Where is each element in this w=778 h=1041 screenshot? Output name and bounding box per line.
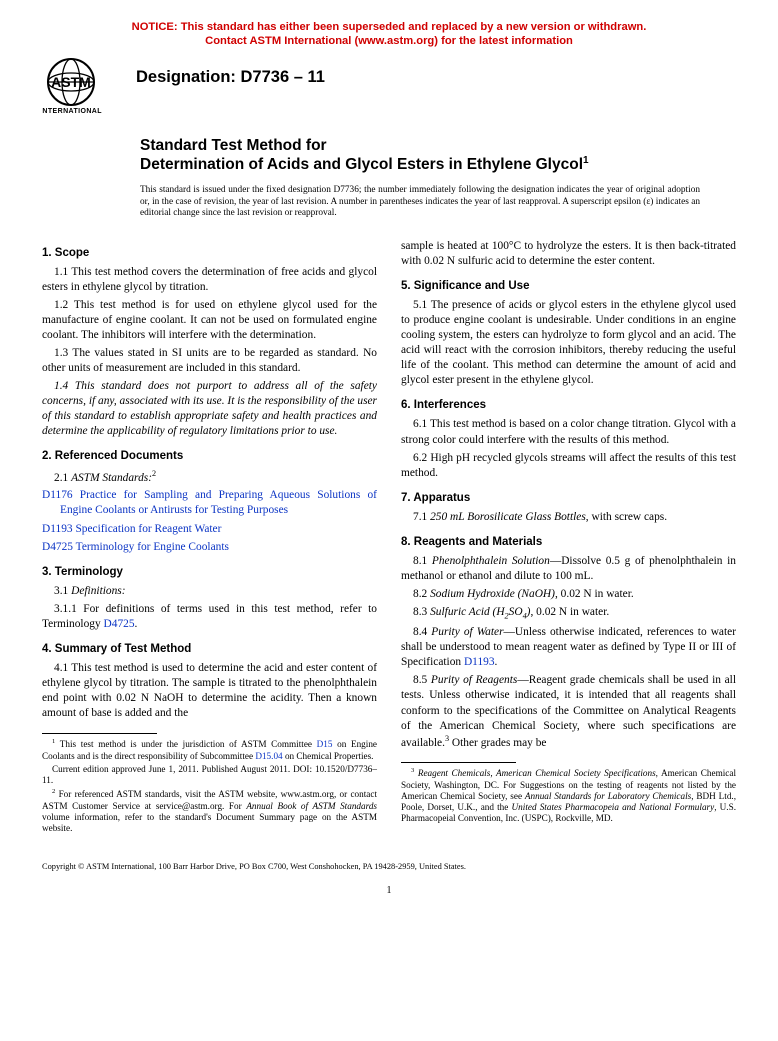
p8-2-num: 8.2 <box>413 588 430 600</box>
ref-d4725-text: Terminology for Engine Coolants <box>76 541 229 553</box>
para-3-1: 3.1 Definitions: <box>42 584 377 599</box>
copyright-line: Copyright © ASTM International, 100 Barr… <box>42 862 736 871</box>
fn2-i: Annual Book of ASTM Standards <box>246 801 377 811</box>
page: NOTICE: This standard has either been su… <box>0 0 778 926</box>
header-row: ASTM INTERNATIONAL Designation: D7736 – … <box>42 58 736 116</box>
p8-1-label: Phenolphthalein Solution <box>432 555 550 567</box>
section-5-head: 5. Significance and Use <box>401 279 736 294</box>
notice-line2: Contact ASTM International (www.astm.org… <box>205 35 573 47</box>
p8-4-label: Purity of Water <box>431 626 503 638</box>
footnote-rule-right <box>401 762 516 763</box>
para-1-4-text: 1.4 This standard does not purport to ad… <box>42 380 377 437</box>
title-block: Standard Test Method for Determination o… <box>140 136 700 175</box>
section-8-head: 8. Reagents and Materials <box>401 535 736 550</box>
para-7-1: 7.1 250 mL Borosilicate Glass Bottles, w… <box>401 510 736 525</box>
para-6-2: 6.2 High pH recycled glycols streams wil… <box>401 451 736 481</box>
fn2-b: volume information, refer to the standar… <box>42 812 377 833</box>
para-4-1-cont: sample is heated at 100°C to hydrolyze t… <box>401 239 736 269</box>
para-8-4: 8.4 Purity of Water—Unless otherwise ind… <box>401 625 736 670</box>
designation: Designation: D7736 – 11 <box>136 68 325 87</box>
para-2-1-label: ASTM Standards: <box>71 471 152 483</box>
para-3-1-label: Definitions: <box>71 585 125 597</box>
p8-3-num: 8.3 <box>413 606 430 618</box>
p8-2-tail: , 0.02 N in water. <box>555 588 634 600</box>
section-3-head: 3. Terminology <box>42 565 377 580</box>
p8-4-b: . <box>495 656 498 668</box>
fn3-i1: Reagent Chemicals, American Chemical Soc… <box>414 769 655 779</box>
para-1-4: 1.4 This standard does not purport to ad… <box>42 379 377 439</box>
p8-3-label: Sulfuric Acid (H2SO4) <box>430 606 530 618</box>
para-3-1-1-b: . <box>135 618 138 630</box>
section-2-head: 2. Referenced Documents <box>42 449 377 464</box>
ref-d1193[interactable]: D1193 Specification for Reagent Water <box>60 522 377 537</box>
para-6-1: 6.1 This test method is based on a color… <box>401 417 736 447</box>
ref-d4725[interactable]: D4725 Terminology for Engine Coolants <box>60 540 377 555</box>
para-8-3: 8.3 Sulfuric Acid (H2SO4), 0.02 N in wat… <box>401 605 736 622</box>
link-d4725[interactable]: D4725 <box>104 618 135 630</box>
footnotes-right: 3 Reagent Chemicals, American Chemical S… <box>401 767 736 824</box>
para-8-5: 8.5 Purity of Reagents—Reagent grade che… <box>401 673 736 750</box>
para-4-1: 4.1 This test method is used to determin… <box>42 661 377 721</box>
p7-1-num: 7.1 <box>413 511 430 523</box>
section-1-head: 1. Scope <box>42 246 377 261</box>
para-8-1: 8.1 Phenolphthalein Solution—Dissolve 0.… <box>401 554 736 584</box>
para-2-1-sup: 2 <box>152 469 156 478</box>
logo-text: ASTM <box>51 74 91 90</box>
title-superscript: 1 <box>583 155 589 166</box>
ref-d1176[interactable]: D1176 Practice for Sampling and Preparin… <box>60 488 377 518</box>
p8-5-label: Purity of Reagents <box>431 674 517 686</box>
footnote-rule-left <box>42 733 157 734</box>
ref-d1176-text: Practice for Sampling and Preparing Aque… <box>60 489 377 516</box>
footnotes-left: 1 This test method is under the jurisdic… <box>42 738 377 834</box>
p8-3-tail: , 0.02 N in water. <box>530 606 609 618</box>
fn3-i2: Annual Standards for Laboratory Chemical… <box>525 791 691 801</box>
p8-5-b: Other grades may be <box>449 736 546 748</box>
section-4-head: 4. Summary of Test Method <box>42 642 377 657</box>
astm-logo: ASTM INTERNATIONAL <box>42 58 126 116</box>
ref-d1193-code: D1193 <box>42 523 73 535</box>
fn1-c: on Chemical Properties. <box>283 751 374 761</box>
title-kicker: Standard Test Method for <box>140 136 700 155</box>
p8-2-label: Sodium Hydroxide (NaOH) <box>430 588 555 600</box>
para-3-1-1: 3.1.1 For definitions of terms used in t… <box>42 602 377 632</box>
para-5-1: 5.1 The presence of acids or glycol este… <box>401 298 736 388</box>
link-d15-04[interactable]: D15.04 <box>255 751 282 761</box>
para-8-2: 8.2 Sodium Hydroxide (NaOH), 0.02 N in w… <box>401 587 736 602</box>
title-main: Determination of Acids and Glycol Esters… <box>140 155 700 175</box>
p8-5-num: 8.5 <box>413 674 431 686</box>
ref-d1193-text: Specification for Reagent Water <box>75 523 221 535</box>
para-1-2: 1.2 This test method is for used on ethy… <box>42 298 377 343</box>
title-main-text: Determination of Acids and Glycol Esters… <box>140 157 583 174</box>
footnote-3: 3 Reagent Chemicals, American Chemical S… <box>401 767 736 824</box>
p8-4-num: 8.4 <box>413 626 431 638</box>
issuance-note: This standard is issued under the fixed … <box>140 185 700 220</box>
para-1-1: 1.1 This test method covers the determin… <box>42 265 377 295</box>
para-2-1-num: 2.1 <box>54 471 71 483</box>
p8-3-a: Sulfuric Acid (H <box>430 606 504 618</box>
ref-d4725-code: D4725 <box>42 541 73 553</box>
footnote-2: 2 For referenced ASTM standards, visit t… <box>42 788 377 834</box>
para-3-1-1-a: 3.1.1 For definitions of terms used in t… <box>42 603 377 630</box>
logo-subtext: INTERNATIONAL <box>42 108 102 115</box>
section-6-head: 6. Interferences <box>401 398 736 413</box>
para-3-1-num: 3.1 <box>54 585 71 597</box>
fn3-i3: United States Pharmacopeia and National … <box>512 802 715 812</box>
section-7-head: 7. Apparatus <box>401 491 736 506</box>
para-2-1: 2.1 ASTM Standards:2 <box>42 469 377 486</box>
fn1-a: This test method is under the jurisdicti… <box>55 739 316 749</box>
notice-line1: NOTICE: This standard has either been su… <box>132 21 647 33</box>
para-1-3: 1.3 The values stated in SI units are to… <box>42 346 377 376</box>
link-d15[interactable]: D15 <box>317 739 333 749</box>
notice-banner: NOTICE: This standard has either been su… <box>42 20 736 48</box>
link-d1193[interactable]: D1193 <box>464 656 495 668</box>
body-columns: 1. Scope 1.1 This test method covers the… <box>42 236 736 836</box>
page-number: 1 <box>42 885 736 896</box>
p7-1-tail: , with screw caps. <box>586 511 667 523</box>
footnote-1: 1 This test method is under the jurisdic… <box>42 738 377 762</box>
p7-1-label: 250 mL Borosilicate Glass Bottles <box>430 511 586 523</box>
p8-3-b: SO <box>509 606 523 618</box>
ref-d1176-code: D1176 <box>42 489 73 501</box>
footnote-1-cont: Current edition approved June 1, 2011. P… <box>42 764 377 786</box>
p8-1-num: 8.1 <box>413 555 432 567</box>
